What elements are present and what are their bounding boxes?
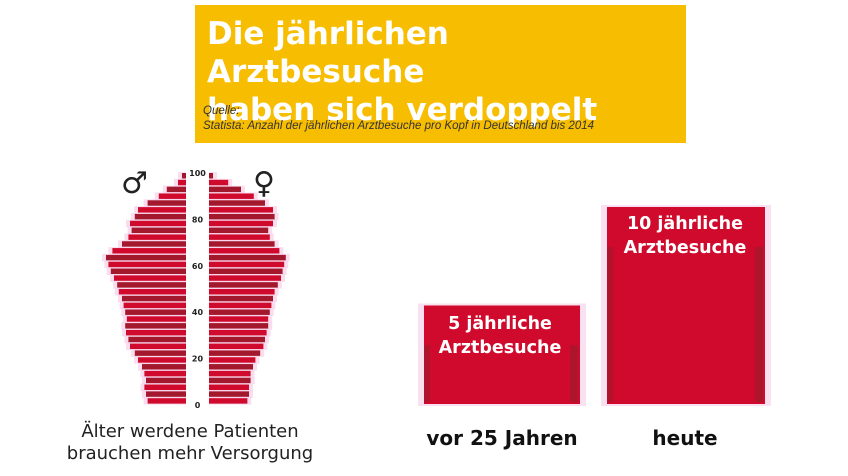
female-age-bar <box>209 336 265 343</box>
category-label-today: heute <box>652 426 718 450</box>
male-age-bar <box>166 186 186 193</box>
bar-label-past: 5 jährliche Arztbesuche <box>438 314 562 358</box>
male-age-bar <box>144 370 186 377</box>
female-age-bar <box>209 179 229 186</box>
female-age-bar <box>209 268 283 274</box>
male-age-bar <box>122 241 186 247</box>
female-age-bar <box>209 364 253 370</box>
female-age-bar <box>209 316 269 322</box>
female-symbol-icon: ♀ <box>253 166 275 201</box>
female-age-bar <box>209 227 269 234</box>
female-age-bar <box>209 295 273 302</box>
male-symbol-icon: ♂ <box>121 166 148 201</box>
male-age-bar <box>108 261 186 268</box>
female-age-bar <box>209 398 248 404</box>
age-tick-label: 0 <box>195 401 201 410</box>
male-age-bar <box>158 193 186 199</box>
male-age-bar <box>134 350 186 356</box>
title-box: Die jährlichen Arztbesuche haben sich ve… <box>195 5 686 143</box>
male-age-bar <box>128 336 186 343</box>
age-tick-label: 20 <box>192 355 204 364</box>
female-age-bar <box>209 357 256 363</box>
female-age-bar <box>209 323 269 329</box>
chart-title: Die jährlichen Arztbesuche haben sich ve… <box>207 16 598 128</box>
female-age-bar <box>209 309 270 315</box>
male-age-bar <box>146 377 186 384</box>
male-age-bar <box>114 275 186 281</box>
female-age-bar <box>209 261 285 268</box>
female-age-bar <box>209 377 251 384</box>
male-age-bar <box>138 207 186 213</box>
female-age-bar <box>209 207 273 213</box>
male-age-bar <box>130 220 186 227</box>
pyramid-caption: Älter werdene Patienten brauchen mehr Ve… <box>66 421 314 464</box>
male-age-bar <box>147 200 186 206</box>
male-age-bar <box>134 213 186 220</box>
female-age-bar <box>209 254 286 261</box>
female-age-bar <box>209 213 275 220</box>
female-age-bar <box>209 302 272 309</box>
female-age-bar <box>209 391 249 397</box>
male-age-bar <box>126 329 186 336</box>
visit-bar-shade <box>607 247 613 402</box>
male-age-bar <box>128 234 186 240</box>
age-tick-label: 60 <box>192 262 204 271</box>
male-age-bar <box>146 391 186 397</box>
female-age-bar <box>209 289 275 295</box>
age-tick-label: 40 <box>192 308 204 317</box>
female-age-bar <box>209 200 265 206</box>
visit-bar <box>607 207 765 404</box>
female-age-bar <box>209 234 270 240</box>
female-age-bar <box>209 275 281 281</box>
source-label: Quelle: <box>203 105 240 117</box>
female-age-bar <box>209 193 254 199</box>
male-age-bar <box>138 357 186 363</box>
male-age-bar <box>142 364 186 370</box>
female-age-bar <box>209 384 249 390</box>
male-age-bar <box>178 179 186 186</box>
female-age-bar <box>209 350 261 356</box>
category-label-past: vor 25 Jahren <box>426 426 578 450</box>
male-age-bar <box>131 227 186 234</box>
male-age-bar <box>117 282 186 288</box>
visit-bar-shade <box>755 247 763 402</box>
male-age-bar <box>130 343 186 350</box>
male-age-bar <box>125 323 186 329</box>
visit-bar <box>424 305 580 404</box>
age-tick-label: 100 <box>189 169 206 178</box>
male-age-bar <box>106 254 186 261</box>
age-tick-label: 80 <box>192 215 204 224</box>
female-age-bar <box>209 343 264 350</box>
female-age-bar <box>209 220 273 227</box>
female-age-bar <box>209 329 267 336</box>
visit-bar-shade <box>570 345 578 402</box>
male-age-bar <box>125 309 186 315</box>
source-note: Quelle: Statista: Anzahl der jährlichen … <box>203 104 594 134</box>
male-age-bar <box>110 268 186 274</box>
male-age-bar <box>123 302 186 309</box>
male-age-bar <box>147 398 186 404</box>
male-age-bar <box>126 316 186 322</box>
female-age-bar <box>209 282 278 288</box>
male-age-bar <box>182 173 186 179</box>
female-age-bar <box>209 186 241 193</box>
female-age-bar <box>209 248 280 254</box>
female-age-bar <box>209 173 213 179</box>
female-age-bar <box>209 241 275 247</box>
male-age-bar <box>118 289 186 295</box>
source-text: Statista: Anzahl der jährlichen Arztbesu… <box>203 120 595 132</box>
male-age-bar <box>144 384 186 390</box>
female-age-bar <box>209 370 251 377</box>
visit-bar-shade <box>424 345 430 402</box>
male-age-bar <box>112 248 186 254</box>
bar-label-today: 10 jährliche Arztbesuche <box>623 214 747 258</box>
male-age-bar <box>122 295 186 302</box>
